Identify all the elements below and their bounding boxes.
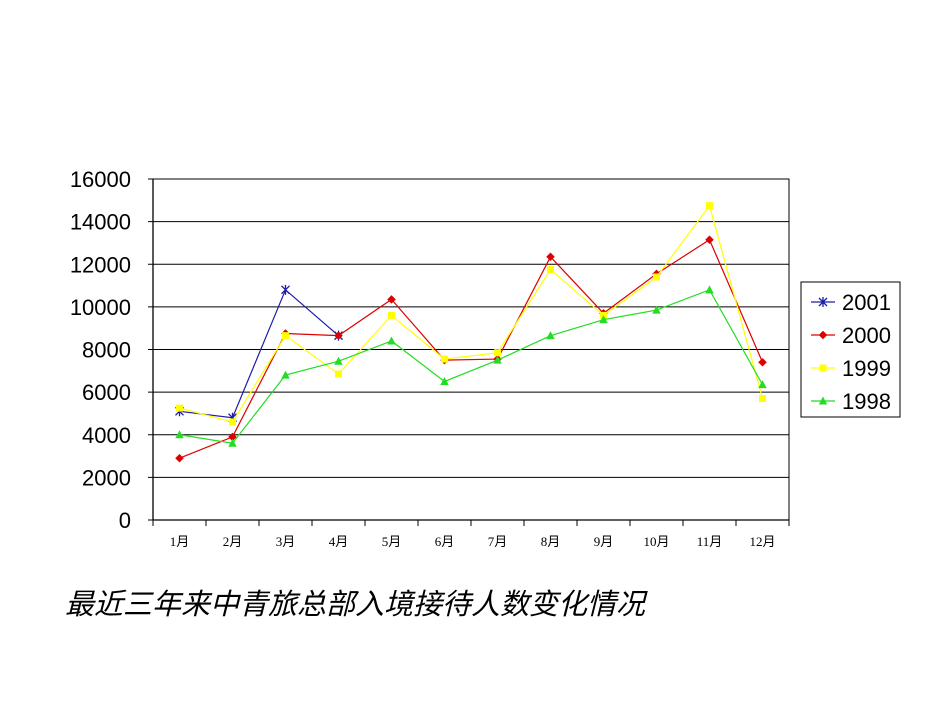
series-1998 <box>175 285 767 447</box>
legend-item: 2001 <box>811 290 891 315</box>
data-point-1999 <box>494 349 501 357</box>
x-tick-label: 2月 <box>223 534 243 549</box>
data-point-1999 <box>282 332 289 340</box>
data-point-1999 <box>176 404 183 412</box>
data-point-2001 <box>281 284 290 295</box>
series-line-2001 <box>179 288 339 419</box>
series-line-2000 <box>179 238 764 459</box>
legend-label: 2000 <box>842 323 891 348</box>
x-tick-label: 11月 <box>697 534 723 549</box>
x-tick-label: 12月 <box>749 534 775 549</box>
data-point-1999 <box>388 311 395 319</box>
data-point-1998 <box>705 285 714 294</box>
data-point-2000 <box>705 235 714 245</box>
data-point-2000 <box>387 295 396 304</box>
y-tick-label: 16000 <box>70 167 131 192</box>
data-point-1999 <box>547 266 554 274</box>
y-tick-label: 4000 <box>82 423 131 448</box>
x-tick-label: 9月 <box>594 534 614 549</box>
data-point-1999 <box>335 370 342 378</box>
data-point-1998 <box>599 315 608 324</box>
legend-item: 1999 <box>811 356 891 381</box>
legend-item: 2000 <box>811 323 891 348</box>
legend-marker <box>818 396 828 405</box>
series-layer <box>175 202 767 463</box>
data-point-1998 <box>281 370 290 379</box>
series-line-1998 <box>179 289 764 444</box>
data-point-2000 <box>175 453 184 463</box>
series-2001 <box>175 284 343 423</box>
data-point-1998 <box>546 331 555 340</box>
x-tick-label: 3月 <box>276 534 296 549</box>
y-tick-label: 12000 <box>70 252 131 277</box>
y-tick-label: 6000 <box>82 380 131 405</box>
axis-layer: 0 2000 4000 6000 8000 10000 12000 14000 16000 1月 2… <box>70 167 790 549</box>
data-point-1999 <box>229 418 236 426</box>
legend-label: 1998 <box>842 389 891 414</box>
y-tick-label: 8000 <box>82 338 131 363</box>
x-tick-label: 6月 <box>435 534 455 549</box>
grid-layer <box>153 178 789 478</box>
y-tick-label: 2000 <box>82 465 131 490</box>
data-point-1998 <box>652 305 661 314</box>
series-1999 <box>176 202 766 426</box>
legend-marker <box>819 364 827 372</box>
data-point-2000 <box>334 331 343 341</box>
legend-item: 1998 <box>811 389 891 414</box>
data-point-2000 <box>758 357 767 367</box>
x-tick-label: 10月 <box>643 534 669 549</box>
y-tick-label: 14000 <box>70 210 131 235</box>
legend-label: 1999 <box>842 356 891 381</box>
data-point-1999 <box>759 395 766 403</box>
data-point-1998 <box>334 356 343 365</box>
x-tick-label: 1月 <box>170 534 190 549</box>
x-tick-label: 8月 <box>541 534 561 549</box>
legend: 2001 2000 1999 1998 <box>800 281 901 418</box>
y-tick-label: 0 <box>119 508 131 533</box>
x-tick-label: 5月 <box>382 534 402 549</box>
legend-marker <box>818 297 828 307</box>
data-point-1998 <box>440 376 449 385</box>
legend-box <box>800 281 901 418</box>
data-point-1998 <box>175 430 184 439</box>
data-point-1999 <box>706 202 713 210</box>
data-point-2000 <box>546 252 555 262</box>
series-line-1999 <box>179 204 764 423</box>
legend-label: 2001 <box>842 290 891 315</box>
data-point-1999 <box>653 273 660 281</box>
series-2000 <box>175 235 767 463</box>
data-point-1998 <box>758 380 767 389</box>
legend-marker <box>818 330 828 340</box>
data-point-1998 <box>493 355 502 364</box>
data-point-1998 <box>228 438 237 447</box>
x-tick-label: 4月 <box>329 534 349 549</box>
data-point-1999 <box>441 355 448 363</box>
x-tick-label: 7月 <box>488 534 508 549</box>
y-tick-label: 10000 <box>70 295 131 320</box>
chart-caption: 最近三年来中青旅总部入境接待人数变化情况 <box>65 587 646 621</box>
data-point-1998 <box>387 336 396 345</box>
